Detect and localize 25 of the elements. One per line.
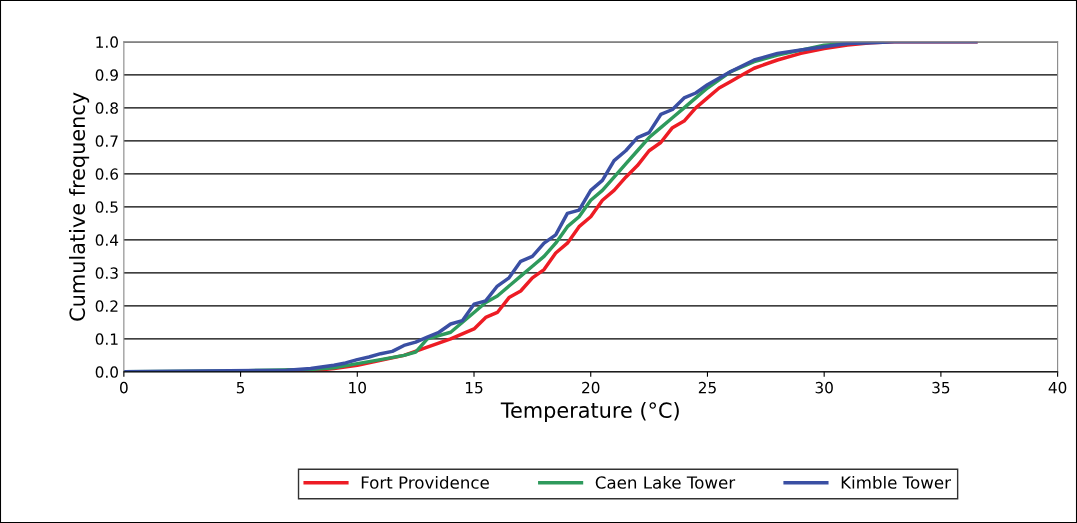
x-tick-label: 40 xyxy=(1048,381,1067,394)
x-tick-label: 20 xyxy=(582,381,600,394)
y-tick-label: 0.6 xyxy=(95,168,119,180)
x-tick-label: 0 xyxy=(120,381,128,394)
x-tick-label: 10 xyxy=(349,381,366,394)
x-tick-label: 15 xyxy=(465,382,483,394)
y-tick-label: 0.7 xyxy=(95,135,118,147)
x-tick-label: 35 xyxy=(932,381,950,394)
legend-label: Fort Providence xyxy=(361,475,489,489)
y-tick-label: 0.8 xyxy=(95,102,118,114)
x-tick-label: 5 xyxy=(236,382,245,394)
x-tick-label: 30 xyxy=(815,381,833,394)
y-tick-label: 0.3 xyxy=(95,267,118,279)
legend-label: Caen Lake Tower xyxy=(595,475,736,489)
y-axis-title: Cumulative frequency xyxy=(68,92,90,321)
y-tick-label: 0.0 xyxy=(95,366,118,378)
y-tick-label: 1.0 xyxy=(96,36,118,48)
x-axis-title: Temperature (°C) xyxy=(500,401,679,423)
x-tick-label: 25 xyxy=(698,381,716,394)
y-tick-label: 0.5 xyxy=(95,201,118,213)
y-tick-label: 0.4 xyxy=(95,234,119,246)
y-tick-label: 0.9 xyxy=(95,69,118,81)
legend-label: Kimble Tower xyxy=(841,475,951,489)
y-tick-label: 0.2 xyxy=(95,300,118,312)
y-tick-label: 0.1 xyxy=(95,333,118,345)
